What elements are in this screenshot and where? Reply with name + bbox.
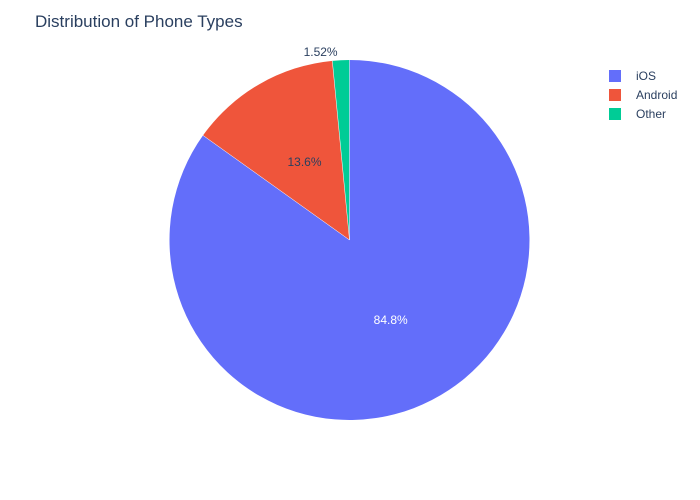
pie-slice-divider: [332, 60, 350, 241]
legend-label-android: Android: [636, 87, 678, 102]
pie-label-android: 13.6%: [288, 155, 322, 169]
legend-swatch-ios: [609, 69, 621, 82]
pie-label-ios: 84.8%: [374, 313, 408, 327]
legend-item-ios[interactable]: iOS: [609, 66, 677, 85]
chart-title: Distribution of Phone Types: [35, 12, 243, 31]
legend-swatch-android: [609, 88, 621, 101]
legend-label-other: Other: [636, 106, 667, 121]
legend: iOS Android Other: [609, 66, 677, 123]
pie-slice-android[interactable]: [203, 60, 350, 240]
pie-slice-divider: [202, 135, 350, 241]
legend-label-ios: iOS: [636, 68, 657, 83]
pie-label-other: 1.52%: [304, 45, 338, 59]
legend-item-android[interactable]: Android: [609, 85, 677, 104]
legend-item-other[interactable]: Other: [609, 104, 677, 123]
legend-swatch-other: [609, 107, 621, 120]
